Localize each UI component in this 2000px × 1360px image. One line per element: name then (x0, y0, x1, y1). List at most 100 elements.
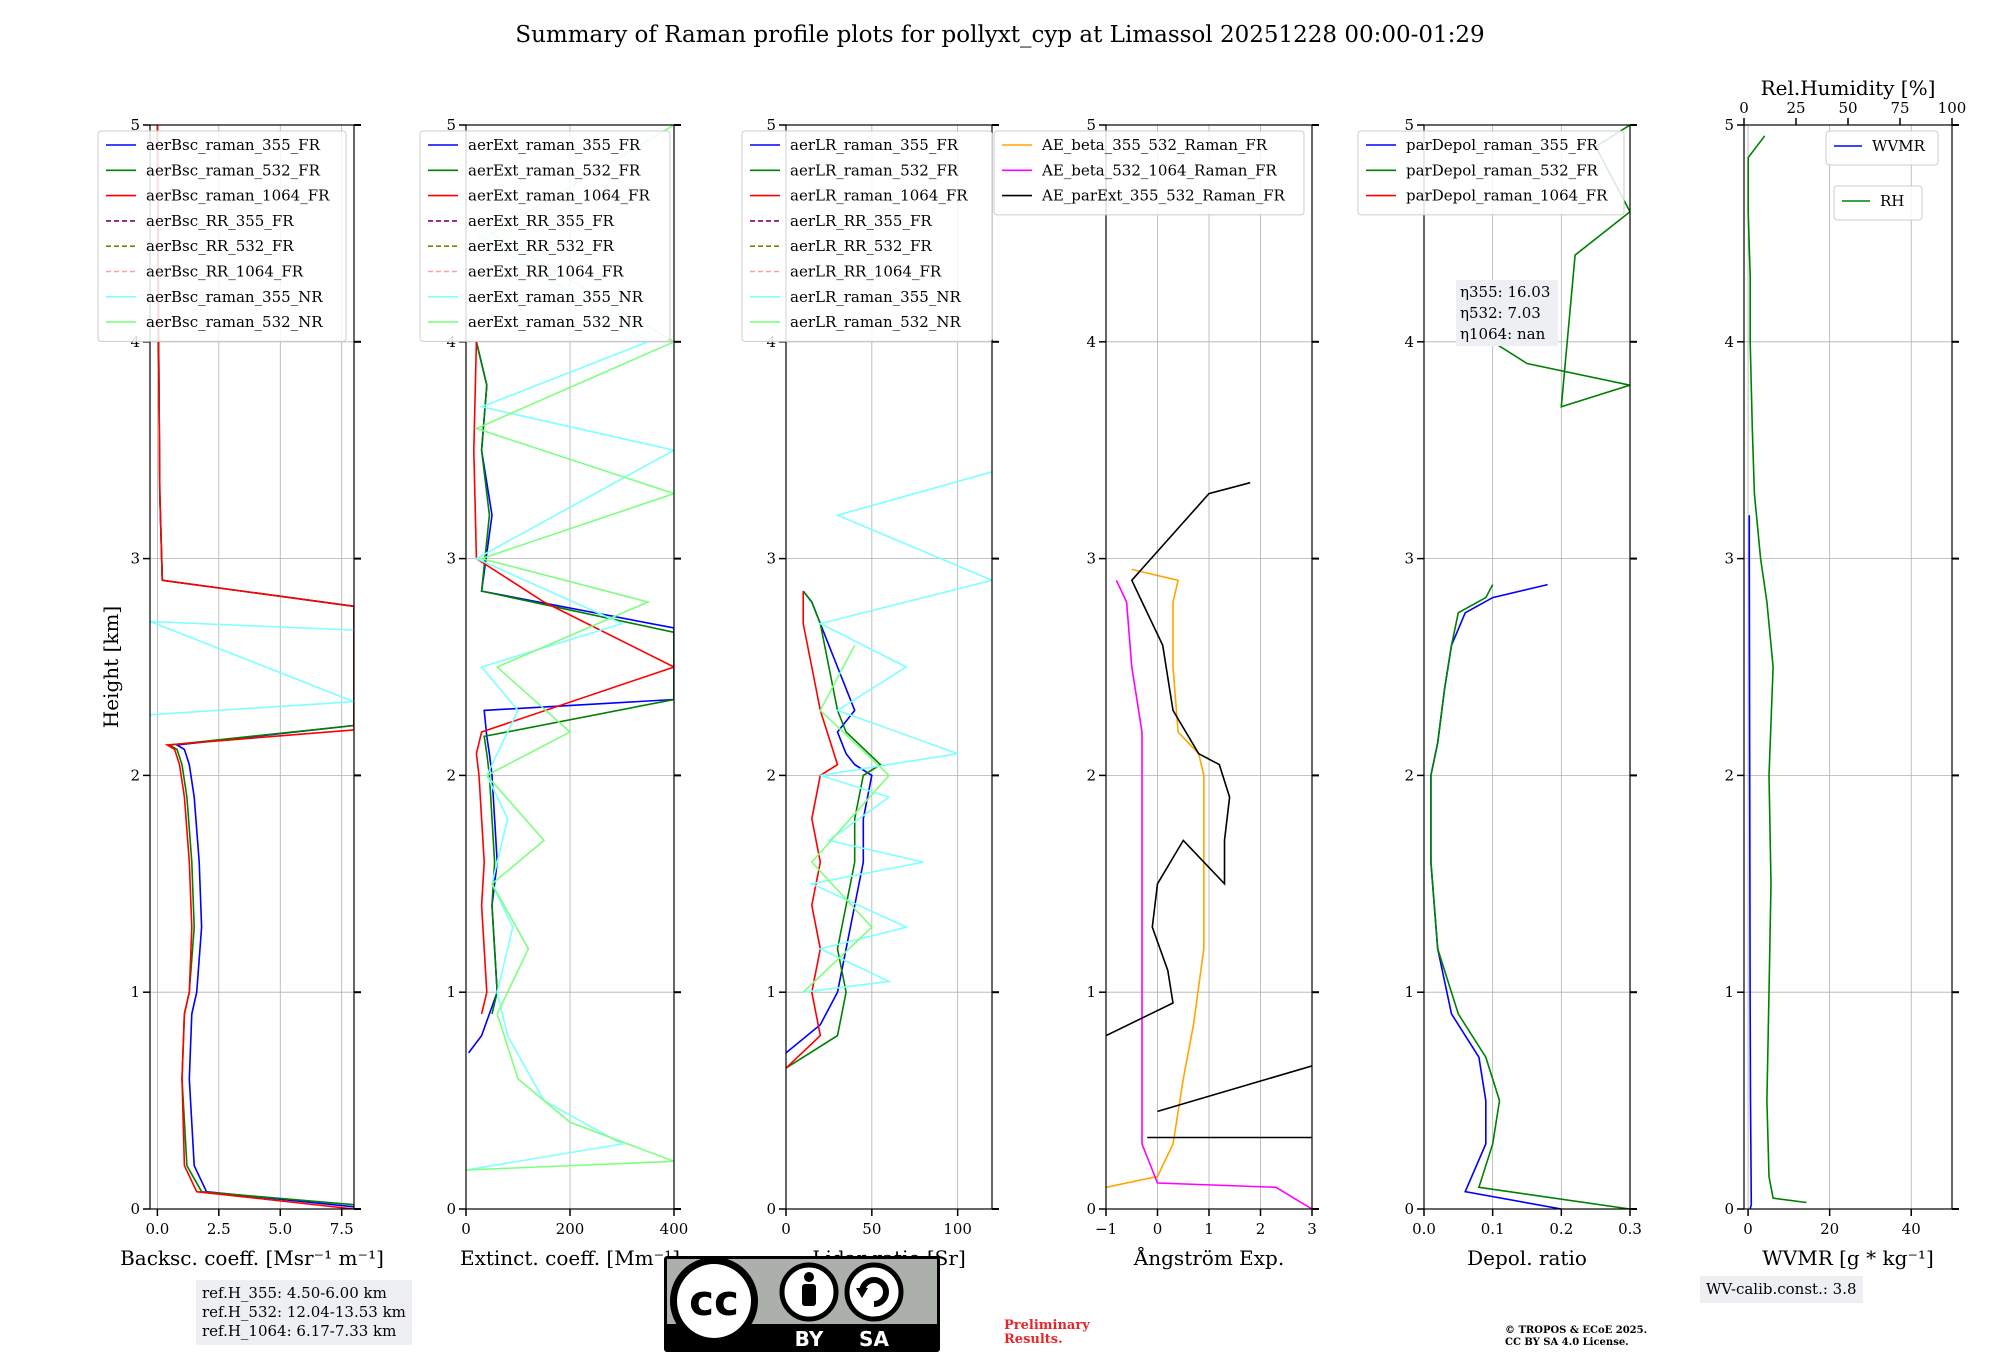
x-tick-label: 20 (1820, 1220, 1839, 1238)
series-line-aerLR_raman_355_NR (803, 471, 992, 993)
legend-label: aerBsc_raman_355_FR (146, 136, 321, 154)
x-axis-label: Depol. ratio (1467, 1246, 1587, 1270)
series-line-aerBsc_raman_355_NR (150, 620, 354, 716)
x-tick-label: 40 (1902, 1220, 1921, 1238)
x-axis-label: Extinct. coeff. [Mm⁻¹] (460, 1246, 680, 1270)
cc-sa-text: SA (859, 1327, 889, 1351)
x-tick-label: 200 (556, 1220, 585, 1238)
y-tick-label: 2 (1086, 766, 1096, 784)
x-tick-label: 100 (943, 1220, 972, 1238)
y-tick-label: 3 (1404, 550, 1414, 568)
eta-annotation-line: η1064: nan (1460, 325, 1546, 343)
y-tick-label: 2 (1404, 766, 1414, 784)
legend-label: parDepol_raman_1064_FR (1406, 187, 1608, 205)
series-group (1747, 135, 1807, 1209)
y-tick-label: 0 (1724, 1200, 1734, 1218)
cc-by-sa-logo: cc BY SA (664, 1256, 940, 1352)
x-tick-label: −1 (1095, 1220, 1117, 1238)
legend-box (993, 130, 1305, 216)
legend-label: RH (1880, 192, 1904, 210)
preliminary-results-note: Preliminary Results. (1004, 1319, 1090, 1347)
legend-box (419, 130, 671, 342)
legend-label: aerLR_RR_532_FR (790, 237, 932, 255)
legend-label: aerBsc_RR_1064_FR (146, 263, 304, 281)
legend-label: AE_beta_355_532_Raman_FR (1041, 136, 1268, 154)
x-tick-label: 1 (1204, 1220, 1214, 1238)
legend-label: aerBsc_raman_355_NR (146, 288, 323, 306)
eta-annotation-line: η355: 16.03 (1460, 283, 1550, 301)
legend-label: aerLR_raman_532_FR (790, 161, 959, 179)
legend-label: aerLR_raman_1064_FR (790, 187, 968, 205)
x-tick-label: 0 (461, 1220, 471, 1238)
y-tick-label: 2 (446, 766, 456, 784)
eta-annotation-box (1456, 280, 1558, 346)
ref-h-532: ref.H_532: 12.04-13.53 km (202, 1303, 406, 1321)
x-tick-label: 0.1 (1481, 1220, 1505, 1238)
x-tick-label: 5.0 (268, 1220, 292, 1238)
y-tick-label: 1 (446, 983, 456, 1001)
x-tick-label: 0.2 (1549, 1220, 1573, 1238)
legend-label: AE_parExt_355_532_Raman_FR (1041, 187, 1286, 205)
series-line-AE_beta_355_532_Raman_FR (1106, 568, 1205, 1189)
y-axis-label: Height [km] (99, 606, 123, 728)
legend-box-rh (1833, 185, 1923, 221)
copyright-line-1: © TROPOS & ECoE 2025. (1505, 1325, 1648, 1336)
cc-by-text: BY (795, 1327, 824, 1351)
legend-label: aerExt_RR_355_FR (468, 212, 615, 230)
ref-h-1064: ref.H_1064: 6.17-7.33 km (202, 1322, 397, 1340)
x-tick-label: 3 (1307, 1220, 1317, 1238)
x-tick-label: 400 (660, 1220, 689, 1238)
legend-box (741, 130, 993, 342)
preliminary-line-2: Results. (1004, 1332, 1063, 1347)
y-tick-label: 4 (1086, 333, 1096, 351)
legend-label: aerExt_RR_1064_FR (468, 263, 624, 281)
series-line-AE_beta_532_1064_Raman_FR (1115, 579, 1312, 1209)
series-line-AE_parExt_355_532_Raman_FR (1106, 481, 1251, 1037)
x-tick-label: 0.0 (1412, 1220, 1436, 1238)
series-line-RH (1747, 135, 1807, 1204)
axes-frame (149, 124, 355, 1210)
y-tick-label: 2 (1724, 766, 1734, 784)
y-tick-label: 5 (1724, 116, 1734, 134)
y-tick-label: 1 (1404, 983, 1414, 1001)
legend-label: AE_beta_532_1064_Raman_FR (1041, 161, 1277, 179)
x-tick-label: 7.5 (330, 1220, 354, 1238)
x-axis-label: Ångström Exp. (1133, 1245, 1284, 1270)
series-line-aerExt_raman_532_FR (475, 341, 674, 1015)
legend-label: aerBsc_RR_355_FR (146, 212, 294, 230)
y-tick-label: 1 (1724, 983, 1734, 1001)
series-line-WVMR (1748, 515, 1753, 1209)
x-tick-label: 2.5 (207, 1220, 231, 1238)
y-tick-label: 0 (1086, 1200, 1096, 1218)
x-tick-label: 0 (1743, 1220, 1753, 1238)
y-tick-label: 1 (130, 983, 140, 1001)
y-tick-label: 1 (1086, 983, 1096, 1001)
legend-label: aerBsc_raman_532_NR (146, 313, 323, 331)
legend-label: aerExt_raman_532_NR (468, 313, 644, 331)
copyright-line-2: CC BY SA 4.0 License. (1505, 1337, 1629, 1348)
cc-badge-text: cc (689, 1276, 739, 1325)
x-tick-label: 0 (781, 1220, 791, 1238)
series-line-parDepol_raman_355_FR (1430, 583, 1562, 1209)
y-tick-label: 3 (1724, 550, 1734, 568)
legend-box (1357, 130, 1625, 216)
top-x-tick-label: 50 (1838, 99, 1857, 117)
legend-box (97, 130, 347, 342)
y-tick-label: 0 (446, 1200, 456, 1218)
legend-label: aerExt_raman_532_FR (468, 161, 641, 179)
series-line-aerExt_raman_355_FR (467, 341, 674, 1054)
legend-label: aerLR_raman_355_FR (790, 136, 959, 154)
series-line-AE_parExt_355_532_Raman_FR (1157, 1065, 1312, 1113)
legend-box-wvmr (1825, 130, 1939, 166)
y-tick-label: 3 (1086, 550, 1096, 568)
y-tick-label: 5 (130, 116, 140, 134)
copyright-note: © TROPOS & ECoE 2025. CC BY SA 4.0 Licen… (1505, 1325, 1647, 1349)
panel-ae: 0 1 2 3 4 5 −1 0 1 2 3 Ångström Exp. AE_beta_355_532… (993, 116, 1319, 1270)
y-tick-label: 5 (1404, 116, 1414, 134)
y-tick-label: 5 (446, 116, 456, 134)
x-axis-label: Backsc. coeff. [Msr⁻¹ m⁻¹] (120, 1246, 384, 1270)
y-tick-label: 2 (130, 766, 140, 784)
y-tick-label: 0 (1404, 1200, 1414, 1218)
x-tick-label: 0.0 (145, 1220, 169, 1238)
